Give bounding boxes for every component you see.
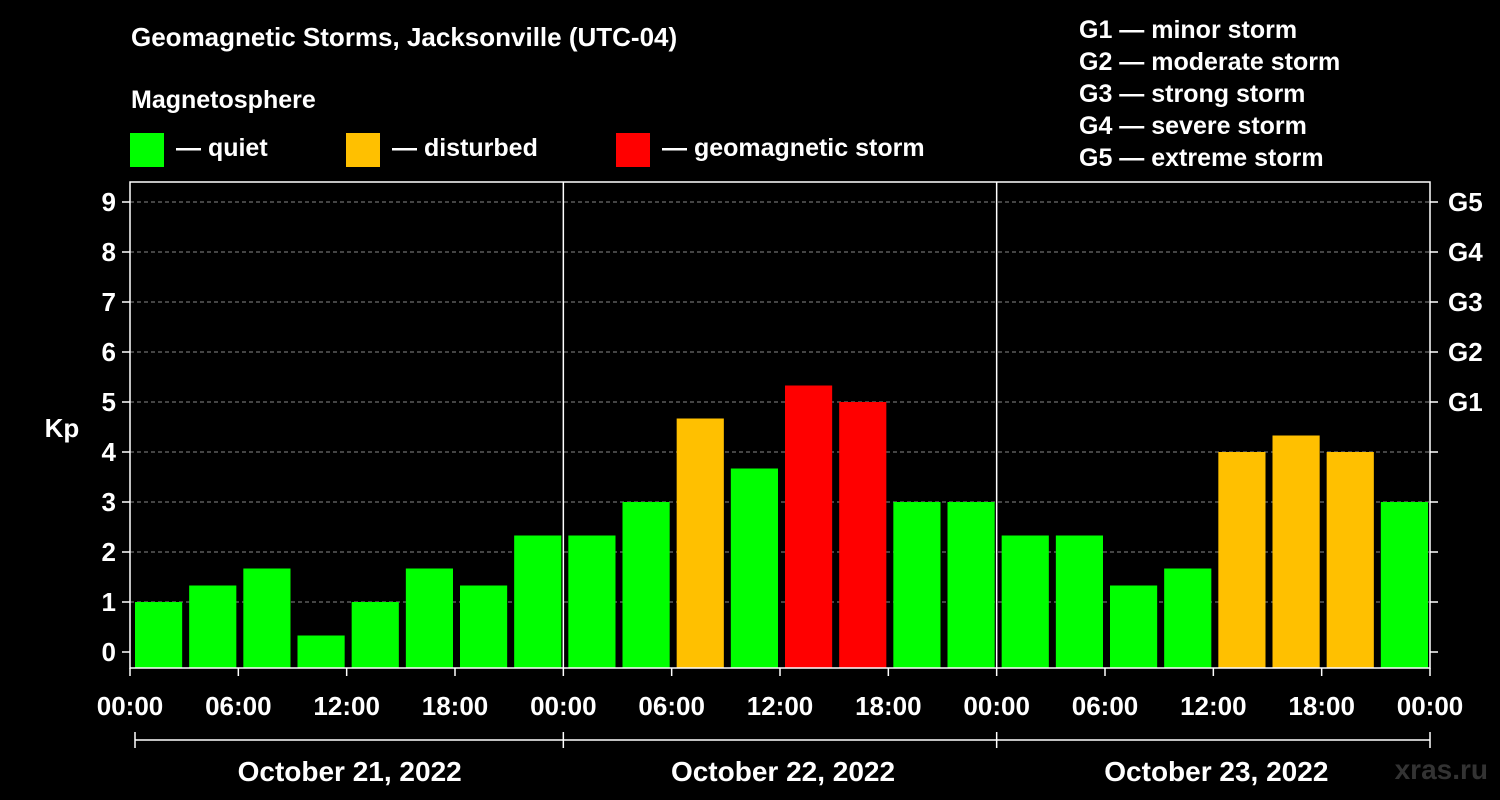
x-tick-label: 12:00: [747, 691, 814, 721]
kp-bar: [568, 535, 616, 668]
x-tick-label: 12:00: [313, 691, 380, 721]
kp-bar: [785, 385, 833, 668]
y-tick-label: 5: [102, 387, 116, 417]
chart-title: Geomagnetic Storms, Jacksonville (UTC-04…: [131, 22, 678, 52]
kp-bar: [297, 635, 345, 668]
kp-bar: [135, 602, 183, 668]
kp-bar: [839, 402, 887, 668]
storm-scale-legend: G1 — minor storm G2 — moderate storm G3 …: [1079, 14, 1340, 174]
kp-bar: [1164, 568, 1212, 668]
y-tick-label: 2: [102, 537, 116, 567]
y-tick-label: 9: [102, 187, 116, 217]
y-tick-label: 3: [102, 487, 116, 517]
scale-g1: G1 — minor storm: [1079, 16, 1298, 44]
day-label: October 21, 2022: [238, 756, 462, 787]
kp-bar: [1272, 435, 1320, 668]
kp-bar: [1055, 535, 1103, 668]
watermark: xras.ru: [1394, 754, 1488, 785]
scale-g5: G5 — extreme storm: [1079, 144, 1324, 172]
kp-bar: [1218, 452, 1266, 668]
kp-bar: [460, 585, 508, 668]
scale-g2: G2 — moderate storm: [1079, 48, 1341, 76]
g-scale-label: G5: [1448, 187, 1483, 217]
legend-label-quiet: — quiet: [176, 134, 268, 162]
kp-bar: [243, 568, 291, 668]
kp-bar: [189, 585, 237, 668]
kp-bar: [1326, 452, 1374, 668]
legend-swatch-disturbed: [346, 133, 380, 167]
x-tick-label: 18:00: [1288, 691, 1355, 721]
legend-swatch-quiet: [130, 133, 164, 167]
x-tick-label: 06:00: [1072, 691, 1139, 721]
kp-bar: [405, 568, 453, 668]
kp-bar: [514, 535, 562, 668]
x-tick-label: 06:00: [638, 691, 705, 721]
kp-bar: [730, 468, 778, 668]
kp-bar: [1001, 535, 1049, 668]
y-tick-label: 0: [102, 637, 116, 667]
x-tick-label: 06:00: [205, 691, 272, 721]
x-tick-label: 18:00: [422, 691, 489, 721]
kp-bar: [622, 502, 670, 668]
y-axis-label: Kp: [45, 413, 80, 443]
x-tick-label: 18:00: [855, 691, 922, 721]
legend-label-storm: — geomagnetic storm: [662, 134, 925, 162]
legend-label-disturbed: — disturbed: [392, 134, 538, 162]
y-tick-label: 6: [102, 337, 116, 367]
x-tick-label: 00:00: [530, 691, 597, 721]
g-scale-label: G3: [1448, 287, 1483, 317]
kp-bar: [893, 502, 941, 668]
chart-subtitle: Magnetosphere: [131, 86, 316, 114]
g-scale-label: G2: [1448, 337, 1483, 367]
x-tick-label: 00:00: [97, 691, 164, 721]
y-tick-label: 8: [102, 237, 116, 267]
scale-g3: G3 — strong storm: [1079, 80, 1306, 108]
kp-bar: [1380, 502, 1428, 668]
g-scale-label: G4: [1448, 237, 1483, 267]
kp-bar: [1110, 585, 1158, 668]
y-tick-label: 1: [102, 587, 116, 617]
kp-bar: [351, 602, 399, 668]
y-tick-label: 7: [102, 287, 116, 317]
y-tick-label: 4: [102, 437, 117, 467]
g-scale-label: G1: [1448, 387, 1483, 417]
kp-bar: [676, 418, 724, 668]
x-tick-label: 00:00: [1397, 691, 1464, 721]
scale-g4: G4 — severe storm: [1079, 112, 1307, 140]
x-tick-label: 12:00: [1180, 691, 1247, 721]
day-label: October 22, 2022: [671, 756, 895, 787]
legend-swatch-storm: [616, 133, 650, 167]
day-label: October 23, 2022: [1104, 756, 1328, 787]
kp-bar: [947, 502, 995, 668]
x-tick-label: 00:00: [963, 691, 1030, 721]
